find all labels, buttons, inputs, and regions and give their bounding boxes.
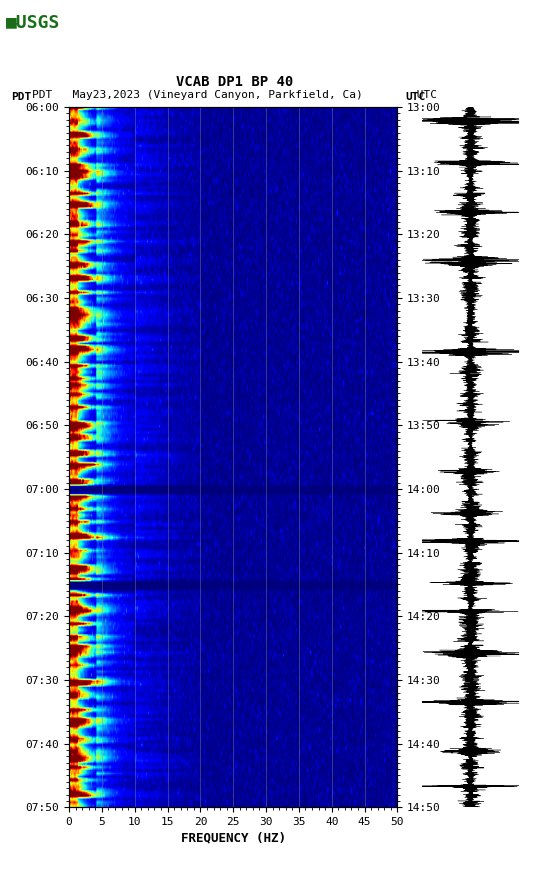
Text: ■USGS: ■USGS (6, 13, 60, 31)
Text: PDT   May23,2023 (Vineyard Canyon, Parkfield, Ca)        UTC: PDT May23,2023 (Vineyard Canyon, Parkfie… (32, 90, 437, 100)
X-axis label: FREQUENCY (HZ): FREQUENCY (HZ) (181, 831, 286, 844)
Text: UTC: UTC (406, 92, 426, 102)
Text: VCAB DP1 BP 40: VCAB DP1 BP 40 (176, 75, 293, 89)
Text: PDT: PDT (11, 92, 31, 102)
